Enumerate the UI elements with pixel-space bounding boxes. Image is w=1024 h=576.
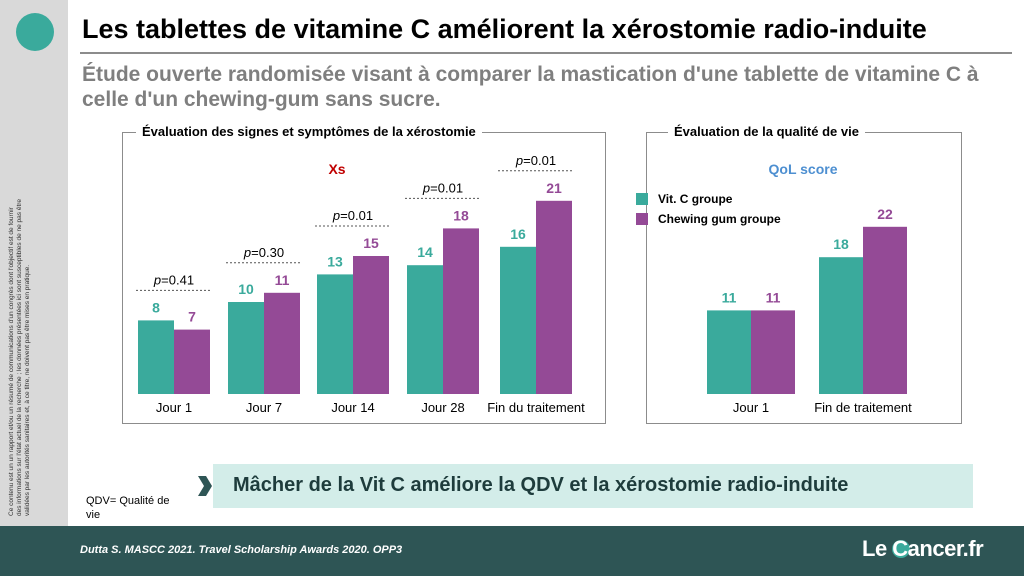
xs-value-label-vitc-0: 8 [152, 299, 160, 315]
qol-chart-title: QoL score [769, 161, 838, 177]
qol-value-label-gum-1: 22 [877, 206, 893, 222]
title-divider [80, 52, 1012, 54]
xs-value-label-vitc-4: 16 [510, 226, 526, 242]
abbreviation-note: QDV= Qualité de vie [86, 495, 170, 521]
qol-value-label-vitc-0: 11 [722, 289, 737, 305]
qol-bar-gum-0 [751, 310, 795, 394]
chevron-right-icon [198, 476, 212, 496]
xs-bar-vitc-1 [228, 302, 264, 394]
qol-panel-title: Évaluation de la qualité de vie [668, 124, 865, 139]
qol-category-label-0: Jour 1 [733, 400, 769, 415]
brand-logo-icon [892, 540, 910, 558]
xs-category-label-2: Jour 14 [331, 400, 374, 415]
xs-bar-gum-0 [174, 329, 210, 394]
qol-value-label-gum-0: 11 [766, 289, 781, 305]
xs-value-label-gum-1: 11 [275, 272, 290, 288]
legend-gum-label: Chewing gum groupe [658, 212, 781, 226]
qol-value-label-vitc-1: 18 [833, 236, 849, 252]
xs-bar-gum-1 [264, 292, 300, 394]
page-title: Les tablettes de vitamine C améliorent l… [82, 14, 927, 44]
xs-category-label-1: Jour 7 [246, 400, 282, 415]
xs-bar-vitc-3 [407, 265, 443, 394]
xs-value-label-vitc-2: 13 [327, 253, 343, 269]
page-subtitle: Étude ouverte randomisée visant à compar… [82, 63, 979, 111]
xs-bar-vitc-0 [138, 320, 174, 394]
xs-value-label-vitc-3: 14 [417, 244, 433, 260]
conclusion-text: Mâcher de la Vit C améliore la QDV et la… [233, 474, 849, 496]
footer-bar [0, 526, 1024, 576]
footer-reference: Dutta S. MASCC 2021. Travel Scholarship … [80, 544, 403, 556]
brand-logo: Le Cancer.fr [862, 536, 984, 561]
xs-pvalue-4: p=0.01 [515, 153, 556, 168]
xs-value-label-gum-0: 7 [188, 309, 196, 325]
xs-category-label-4: Fin du traitement [487, 400, 585, 415]
xs-bar-gum-4 [536, 200, 572, 394]
xs-pvalue-3: p=0.01 [422, 180, 463, 195]
xs-category-label-0: Jour 1 [156, 400, 192, 415]
left-sidebar [0, 0, 68, 526]
xs-category-label-3: Jour 28 [421, 400, 464, 415]
xs-bar-vitc-4 [500, 246, 536, 394]
xs-pvalue-2: p=0.01 [332, 208, 373, 223]
legend-gum-swatch [636, 213, 648, 225]
qol-bar-vitc-1 [819, 257, 863, 394]
xs-bar-gum-3 [443, 228, 479, 394]
qol-bar-vitc-0 [707, 310, 751, 394]
legend-gum: Chewing gum groupe [636, 212, 781, 226]
qol-bar-gum-1 [863, 226, 907, 394]
xs-bar-gum-2 [353, 256, 389, 394]
xs-pvalue-0: p=0.41 [153, 272, 194, 287]
xs-value-label-gum-4: 21 [546, 180, 562, 196]
xs-value-label-gum-2: 15 [363, 235, 379, 251]
legend-vitc: Vit. C groupe [636, 192, 732, 206]
legend-vitc-swatch [636, 193, 648, 205]
legend-vitc-label: Vit. C groupe [658, 192, 733, 206]
xs-pvalue-1: p=0.30 [243, 245, 284, 260]
logo-circle-icon [16, 13, 54, 51]
xs-chart-title: Xs [328, 161, 345, 177]
xs-bar-vitc-2 [317, 274, 353, 394]
qol-category-label-1: Fin de traitement [814, 400, 912, 415]
xs-value-label-vitc-1: 10 [238, 281, 254, 297]
conclusion-box [213, 464, 973, 508]
xs-value-label-gum-3: 18 [453, 207, 469, 223]
xerostomia-panel-title: Évaluation des signes et symptômes de la… [136, 124, 482, 139]
